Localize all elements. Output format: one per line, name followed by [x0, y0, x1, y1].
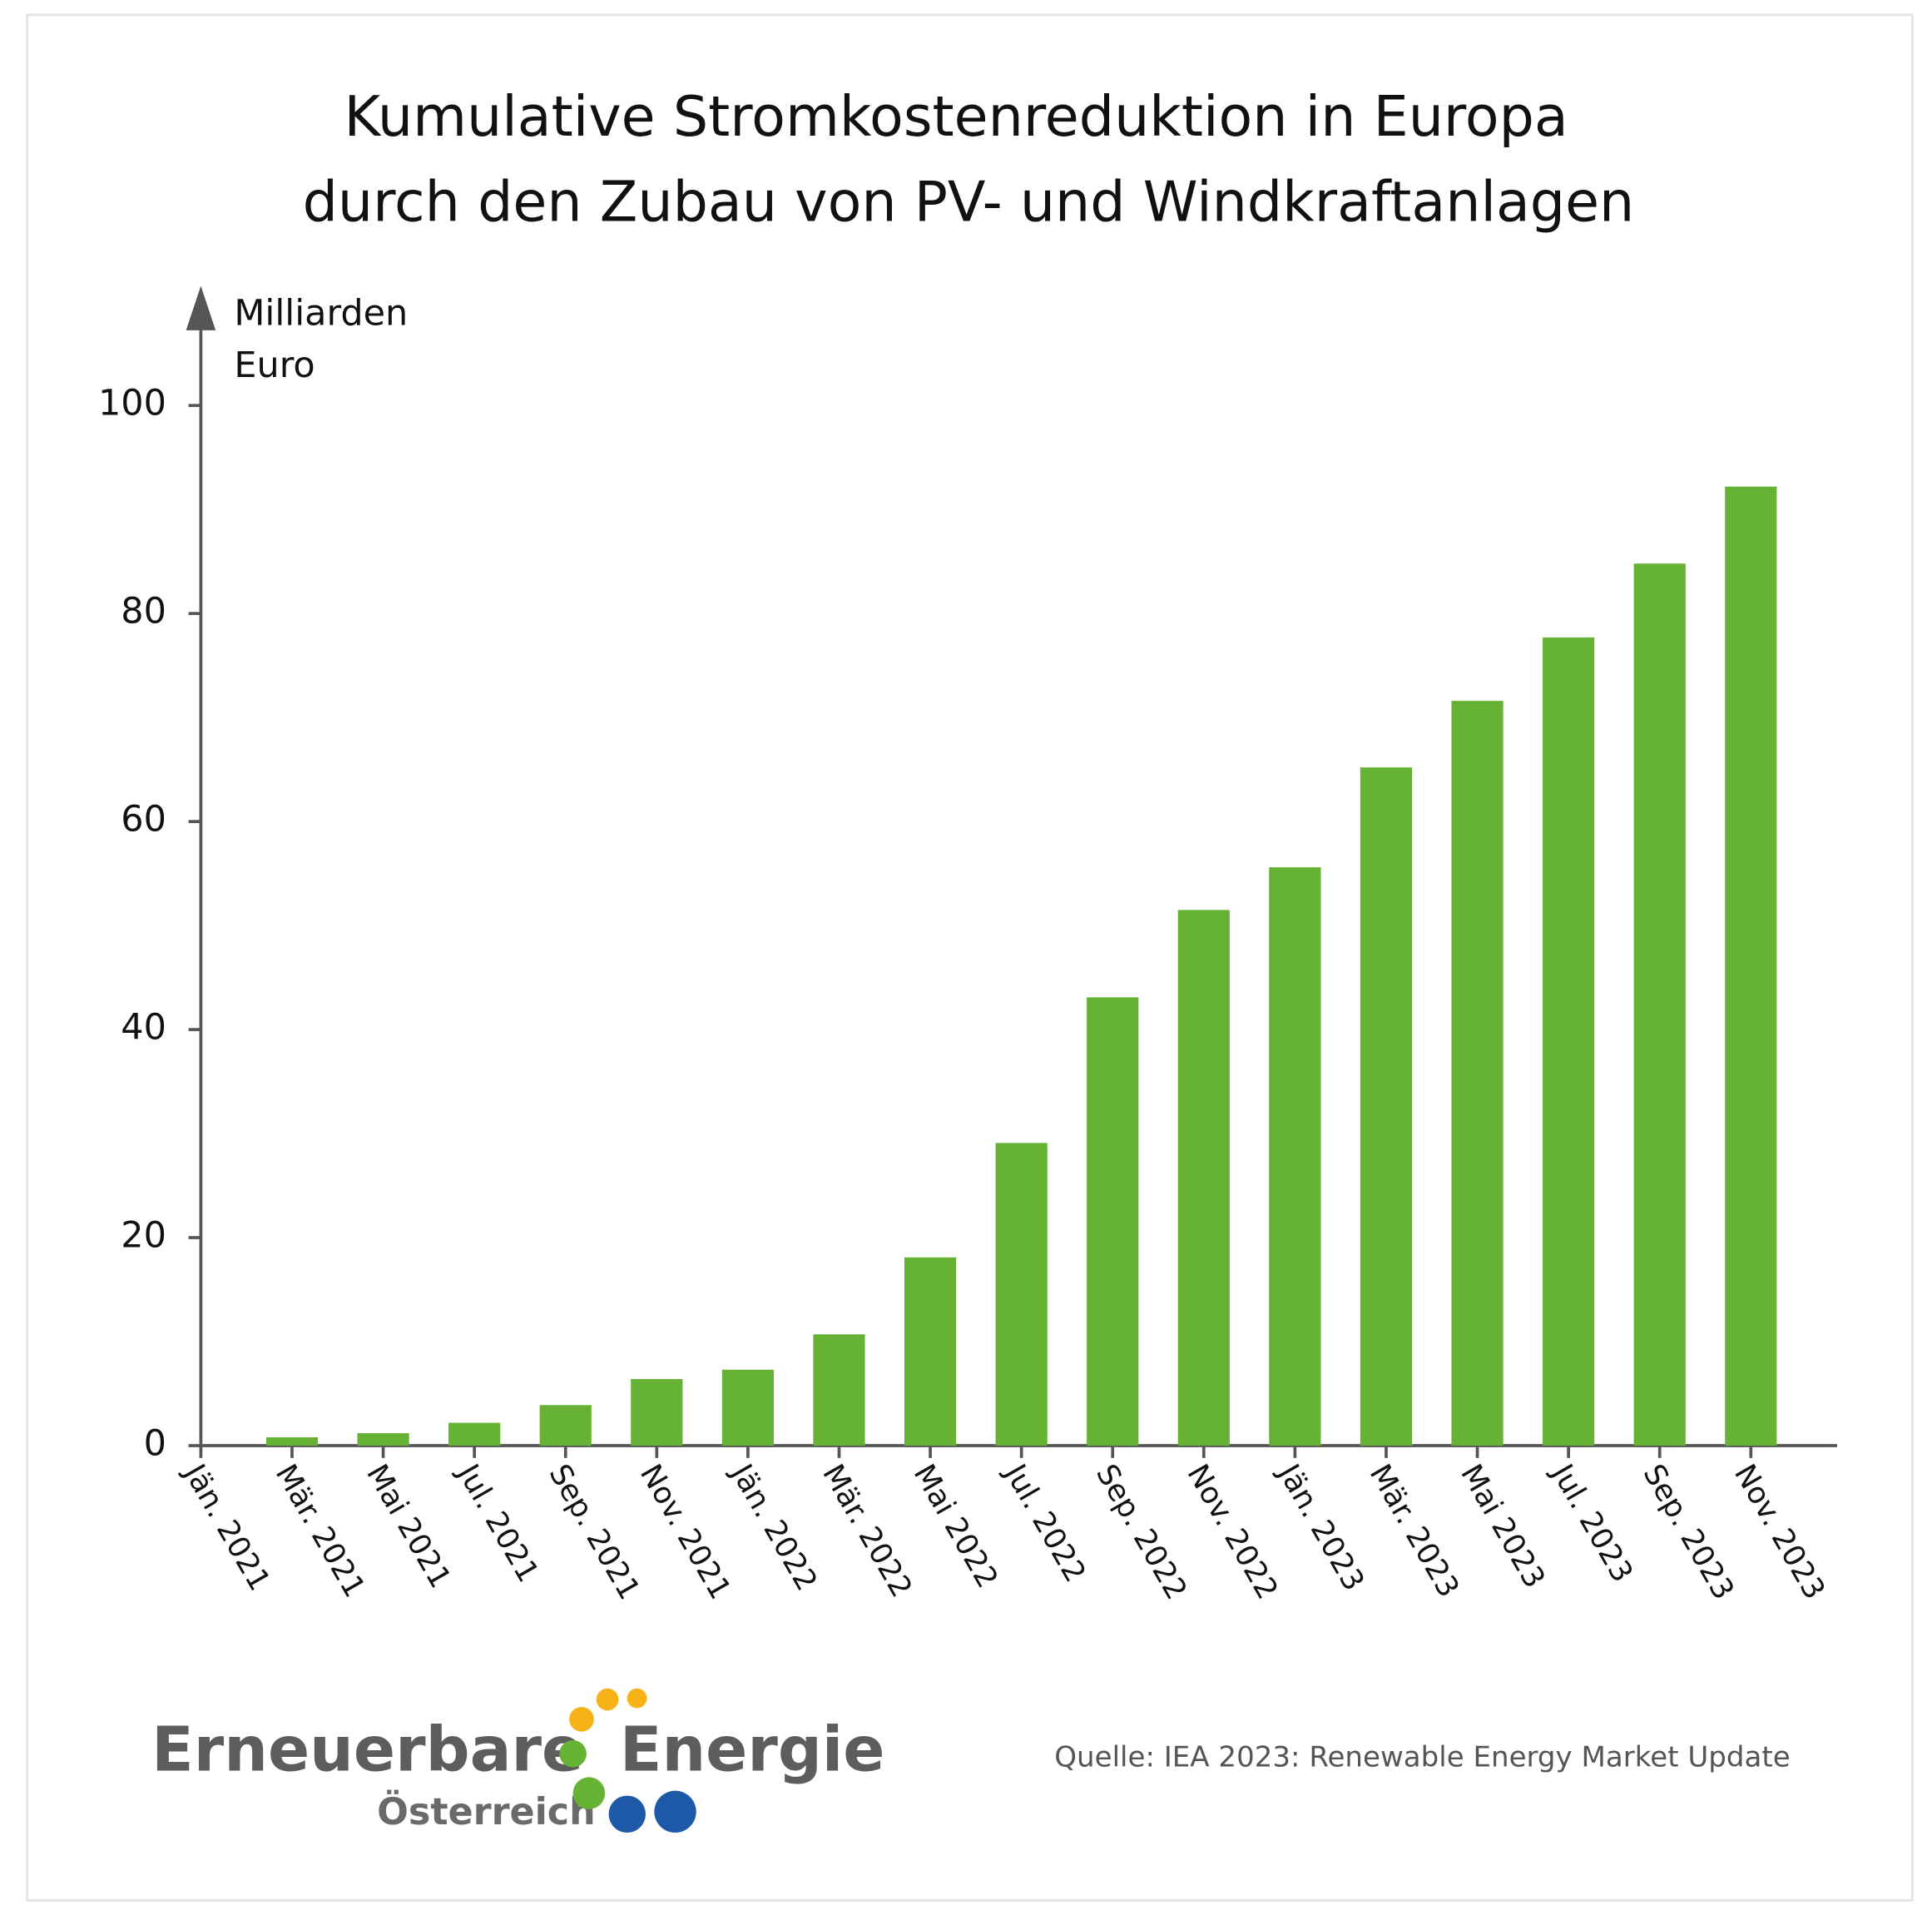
y-tick-label: 20	[121, 1215, 166, 1257]
logo: Erneuerbare Energie Österreich	[151, 1688, 885, 1833]
bar	[904, 1257, 957, 1446]
logo-dot	[559, 1739, 587, 1768]
bar	[1360, 767, 1413, 1446]
bar	[448, 1422, 501, 1446]
logo-text: Energie	[620, 1714, 885, 1786]
y-tick-label: 60	[121, 799, 166, 841]
frame	[26, 13, 1914, 1902]
logo-dot	[608, 1795, 646, 1833]
bar	[1633, 563, 1686, 1446]
bar	[995, 1143, 1048, 1446]
source-note: Quelle: IEA 2023: Renewable Energy Marke…	[1054, 1741, 1790, 1774]
bar	[813, 1334, 865, 1446]
bar	[357, 1433, 409, 1446]
logo-dot	[654, 1790, 696, 1833]
logo-dot	[627, 1688, 647, 1709]
logo-text: Erneuerbare	[151, 1714, 583, 1786]
y-tick-label: 0	[144, 1423, 166, 1465]
logo-dot	[569, 1706, 594, 1732]
bar	[1269, 867, 1321, 1446]
logo-subtext: Österreich	[377, 1789, 596, 1833]
bar	[1725, 486, 1777, 1446]
y-axis-label: Euro	[234, 345, 315, 386]
bar	[265, 1437, 319, 1446]
y-tick-label: 100	[98, 383, 166, 424]
chart-title: Kumulative Stromkostenreduktion in Europ…	[344, 84, 1568, 149]
bar	[631, 1379, 683, 1446]
y-tick-label: 80	[121, 591, 166, 633]
bar	[1177, 910, 1230, 1446]
logo-dot	[572, 1777, 606, 1809]
bar	[1087, 997, 1139, 1446]
y-tick-label: 40	[121, 1007, 166, 1049]
y-axis-arrow	[186, 285, 216, 330]
bar	[1543, 637, 1595, 1446]
bar	[721, 1369, 774, 1446]
y-axis-label: Milliarden	[234, 293, 408, 335]
chart-title: durch den Zubau von PV- und Windkraftanl…	[303, 169, 1635, 234]
bar	[1451, 701, 1503, 1446]
logo-dot	[596, 1688, 619, 1711]
bar	[539, 1405, 592, 1446]
